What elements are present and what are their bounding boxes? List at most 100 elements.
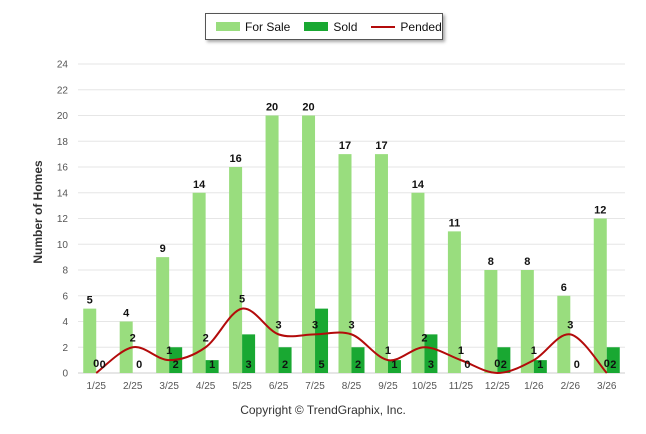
data-label-pended: 1: [458, 345, 464, 357]
data-label-pended: 0: [494, 358, 500, 370]
data-label-sold: 2: [355, 359, 361, 371]
data-label-pended: 2: [203, 332, 209, 344]
legend-item-for-sale[interactable]: For Sale: [216, 20, 290, 34]
x-tick-label: 2/25: [123, 381, 143, 392]
y-tick-label: 20: [57, 111, 69, 122]
y-tick-label: 24: [57, 60, 69, 71]
x-tick-label: 9/25: [378, 381, 398, 392]
x-tick-label: 3/26: [597, 381, 617, 392]
y-tick-label: 6: [62, 291, 68, 302]
data-label-pended: 5: [239, 294, 245, 306]
legend-label-for-sale: For Sale: [245, 19, 291, 34]
legend-label-sold: Sold: [333, 19, 358, 34]
legend-item-sold[interactable]: Sold: [304, 20, 357, 34]
x-tick-label: 2/26: [561, 381, 581, 392]
data-label-for-sale: 17: [339, 140, 351, 152]
x-tick-label: 6/25: [269, 381, 289, 392]
data-label-for-sale: 17: [375, 140, 387, 152]
data-label-sold: 1: [537, 359, 543, 371]
bar-sold: [497, 347, 511, 373]
x-tick-label: 3/25: [159, 381, 179, 392]
bar-for-sale: [411, 192, 425, 373]
bar-for-sale: [520, 270, 534, 373]
bar-for-sale: [265, 115, 279, 373]
bar-sold: [315, 308, 329, 373]
y-tick-label: 18: [57, 137, 69, 148]
x-tick-label: 10/25: [412, 381, 437, 392]
data-label-sold: 2: [610, 359, 616, 371]
x-tick-label: 4/25: [196, 381, 216, 392]
x-tick-label: 5/25: [232, 381, 252, 392]
bar-for-sale: [484, 270, 498, 373]
data-label-for-sale: 9: [160, 243, 166, 255]
data-label-for-sale: 4: [123, 308, 130, 320]
data-label-sold: 5: [318, 359, 324, 371]
bar-for-sale: [447, 231, 461, 373]
legend-label-pended: Pended: [400, 19, 442, 34]
bar-sold: [533, 360, 547, 373]
legend-swatch-sold: [304, 22, 329, 31]
data-label-sold: 0: [574, 359, 580, 371]
bar-sold: [242, 334, 256, 373]
data-label-for-sale: 20: [302, 102, 314, 114]
data-label-pended: 3: [276, 319, 282, 331]
y-tick-label: 22: [57, 85, 69, 96]
data-label-for-sale: 12: [594, 205, 606, 217]
data-label-sold: 2: [282, 359, 288, 371]
legend-item-pended[interactable]: Pended: [371, 19, 442, 34]
x-tick-label: 1/26: [524, 381, 544, 392]
data-label-sold: 3: [246, 359, 252, 371]
bar-sold: [278, 347, 292, 373]
bar-sold: [606, 347, 620, 373]
data-label-for-sale: 5: [87, 295, 93, 307]
legend: For Sale Sold Pended: [205, 13, 443, 40]
bar-for-sale: [338, 154, 352, 373]
data-label-pended: 3: [567, 319, 573, 331]
data-label-pended: 1: [166, 345, 172, 357]
data-label-pended: 0: [604, 358, 610, 370]
bar-for-sale: [119, 321, 133, 373]
y-tick-label: 8: [62, 266, 68, 277]
y-tick-label: 16: [57, 163, 69, 174]
data-label-pended: 2: [421, 332, 427, 344]
data-label-for-sale: 16: [229, 153, 241, 165]
data-label-for-sale: 8: [488, 256, 494, 268]
bar-sold: [387, 360, 401, 373]
legend-swatch-for-sale: [216, 22, 240, 31]
data-label-for-sale: 8: [524, 256, 530, 268]
data-label-sold: 1: [209, 359, 215, 371]
data-label-sold: 0: [136, 359, 142, 371]
x-tick-label: 12/25: [485, 381, 510, 392]
y-tick-label: 4: [62, 317, 68, 328]
bar-for-sale: [229, 167, 243, 373]
y-tick-label: 0: [62, 369, 68, 380]
data-label-pended: 1: [531, 345, 537, 357]
data-label-for-sale: 20: [266, 102, 278, 114]
y-tick-label: 14: [57, 188, 69, 199]
data-label-sold: 0: [464, 359, 470, 371]
data-label-sold: 2: [501, 359, 507, 371]
x-tick-label: 11/25: [449, 381, 474, 392]
copyright-text: Copyright © TrendGraphix, Inc.: [240, 403, 406, 417]
pended-line: [95, 307, 608, 375]
data-label-sold: 3: [428, 359, 434, 371]
bar-sold: [205, 360, 219, 373]
data-label-for-sale: 14: [193, 179, 206, 191]
bar-sold: [424, 334, 438, 373]
bar-for-sale: [302, 115, 316, 373]
bar-for-sale: [374, 154, 388, 373]
x-tick-label: 7/25: [305, 381, 325, 392]
data-label-for-sale: 6: [561, 282, 567, 294]
y-tick-label: 12: [57, 214, 69, 225]
data-label-for-sale: 14: [412, 179, 425, 191]
bar-for-sale: [593, 218, 607, 373]
data-label-sold: 0: [100, 359, 106, 371]
x-tick-label: 8/25: [342, 381, 362, 392]
bar-for-sale: [156, 257, 170, 373]
bar-sold: [351, 347, 365, 373]
bar-for-sale: [192, 192, 206, 373]
y-tick-label: 2: [62, 343, 68, 354]
legend-line-pended: [371, 25, 396, 28]
data-label-pended: 1: [385, 345, 391, 357]
